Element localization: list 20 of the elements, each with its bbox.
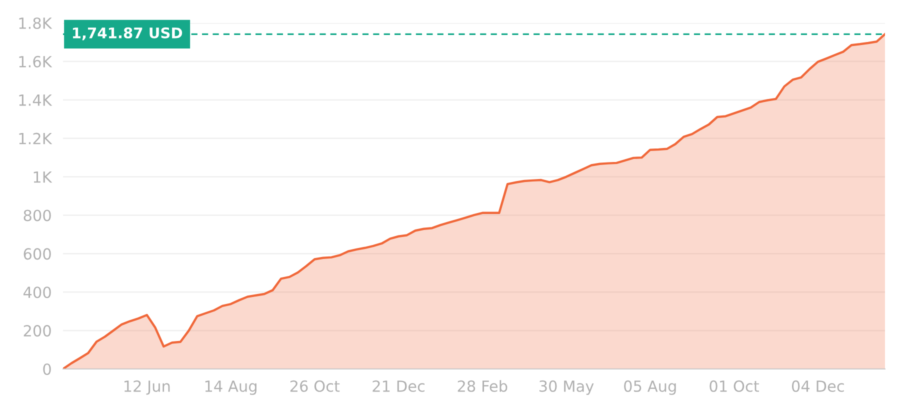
y-tick-label: 0: [43, 363, 51, 376]
x-tick-label: 04 Dec: [792, 380, 844, 392]
x-tick-label: 14 Aug: [205, 380, 256, 395]
x-tick-label: 12 Jun: [124, 380, 170, 395]
y-tick-label: 200: [24, 325, 51, 337]
x-tick-label: 21 Dec: [372, 380, 424, 392]
y-tick-label: 1.6K: [19, 56, 52, 68]
y-tick-label: 800: [24, 210, 51, 222]
x-tick-label: 05 Aug: [624, 380, 676, 395]
y-tick-label: 400: [23, 286, 51, 298]
y-tick-label: 1.8K: [19, 17, 52, 30]
x-tick-label: 30 May: [539, 380, 594, 395]
x-tick-label: 26 Oct: [290, 380, 340, 392]
y-tick-label: 1.2K: [19, 132, 52, 144]
y-tick-label: 1.4K: [19, 94, 52, 106]
x-tick-label: 01 Oct: [710, 380, 760, 392]
x-tick-label: 28 Feb: [458, 380, 508, 392]
y-tick-label: 600: [24, 248, 51, 260]
y-tick-label: 1K: [34, 171, 52, 183]
ref-line-label: 1,741.87 USD: [72, 27, 182, 40]
